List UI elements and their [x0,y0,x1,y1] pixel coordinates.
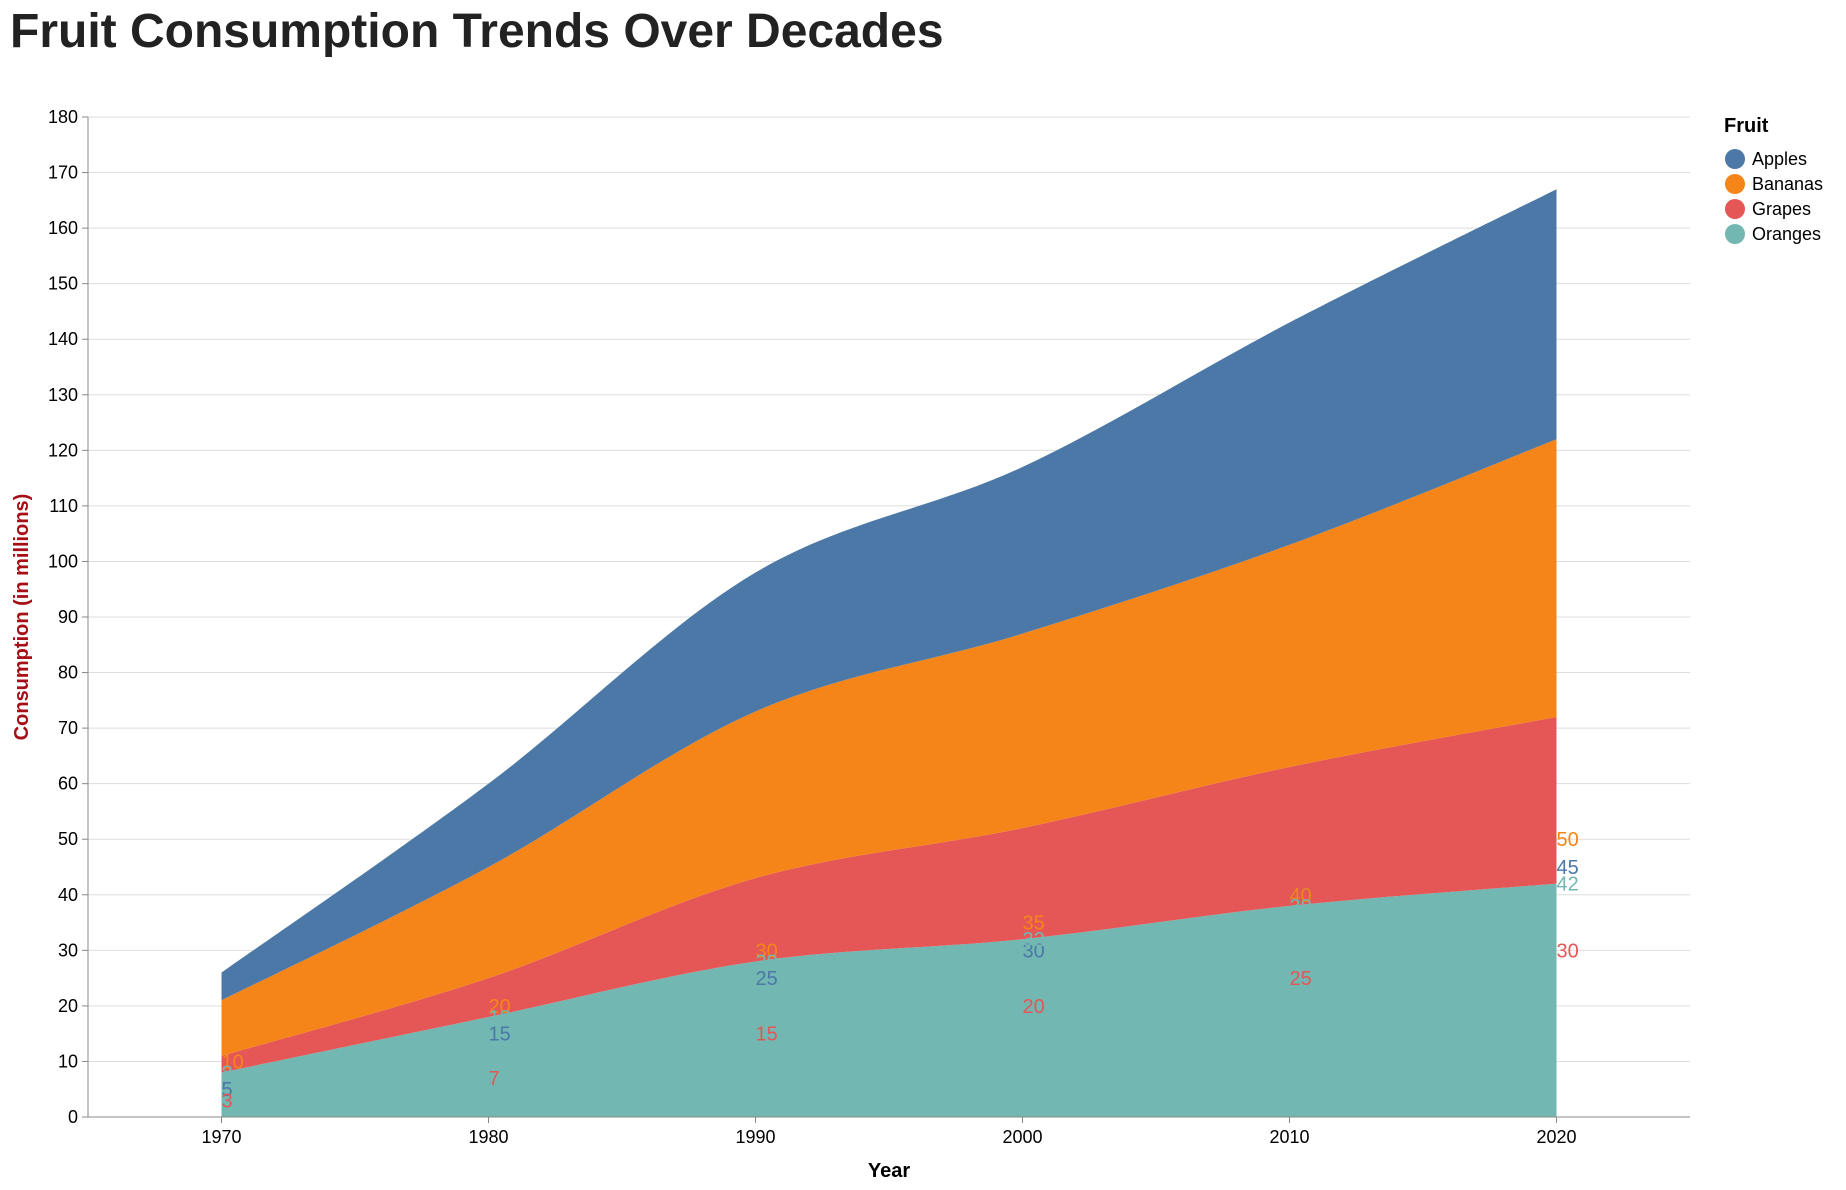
data-label-apples: 15 [489,1024,511,1046]
data-label-oranges: 18 [489,1007,511,1029]
y-axis-title: Consumption (in millions) [11,494,33,741]
legend-label-bananas: Bananas [1752,174,1823,194]
data-label-apples: 5 [222,1079,233,1101]
data-label-grapes: 25 [1290,968,1312,990]
y-tick-label: 70 [58,718,78,738]
data-label-bananas: 30 [756,940,778,962]
data-label-bananas: 10 [222,1051,244,1073]
legend-swatch-apples [1725,149,1745,169]
data-label-bananas: 50 [1557,829,1579,851]
data-label-apples: 40 [1290,885,1312,907]
y-tick-label: 150 [48,274,78,294]
legend-label-oranges: Oranges [1752,224,1821,244]
y-tick-label: 60 [58,774,78,794]
data-label-bananas: 35 [1023,913,1045,935]
x-tick-label: 2010 [1269,1127,1309,1147]
y-tick-label: 130 [48,385,78,405]
y-tick-label: 90 [58,607,78,627]
data-label-apples: 30 [1023,940,1045,962]
y-tick-label: 170 [48,163,78,183]
y-tick-label: 180 [48,107,78,127]
x-tick-label: 1990 [735,1127,775,1147]
legend-title: Fruit [1724,115,1769,137]
data-label-apples: 25 [756,968,778,990]
area-oranges [221,883,1557,1117]
y-tick-label: 0 [68,1107,78,1127]
data-label-oranges: 28 [756,951,778,973]
data-label-oranges: 8 [222,1063,233,1085]
data-label-apples: 45 [1557,857,1579,879]
data-label-bananas: 20 [489,996,511,1018]
data-label-oranges: 32 [1023,929,1045,951]
area-bananas [221,439,1557,1056]
x-tick-label: 1980 [468,1127,508,1147]
y-tick-label: 110 [49,496,78,516]
data-label-oranges: 38 [1290,896,1312,918]
y-tick-label: 100 [48,551,78,571]
data-labels: 5152530404510203035405037152025308182832… [222,829,1579,1112]
area-apples [221,189,1557,1001]
legend: Fruit Apples Bananas Grapes Oranges [1724,115,1823,244]
y-tick-label: 120 [48,440,78,460]
legend-label-apples: Apples [1752,149,1807,169]
legend-label-grapes: Grapes [1752,199,1811,219]
axes: 0 10 20 30 40 50 60 70 80 90 100 110 120 130 140 150 160… [11,107,1690,1182]
x-tick-label: 2020 [1536,1127,1576,1147]
y-tick-label: 40 [58,885,78,905]
y-tick-label: 80 [58,663,78,683]
chart-title: Fruit Consumption Trends Over Decades [10,5,944,58]
y-tick-label: 50 [58,829,78,849]
area-series [221,189,1557,1117]
data-label-bananas: 40 [1290,885,1312,907]
legend-swatch-grapes [1725,199,1745,219]
y-tick-label: 20 [58,996,78,1016]
data-label-grapes: 20 [1023,996,1045,1018]
legend-swatch-bananas [1725,174,1745,194]
y-tick-label: 160 [48,218,78,238]
x-tick-label: 1970 [201,1127,241,1147]
x-tick-label: 2000 [1002,1127,1042,1147]
data-label-grapes: 30 [1557,940,1579,962]
x-axis-title: Year [868,1160,910,1182]
legend-swatch-oranges [1725,224,1745,244]
data-label-grapes: 15 [756,1024,778,1046]
data-label-grapes: 7 [489,1068,500,1090]
y-tick-label: 10 [58,1051,78,1071]
data-label-grapes: 3 [222,1090,233,1112]
area-grapes [221,717,1557,1073]
y-tick-label: 140 [48,329,78,349]
y-tick-label: 30 [58,940,78,960]
data-label-oranges: 42 [1557,874,1579,896]
